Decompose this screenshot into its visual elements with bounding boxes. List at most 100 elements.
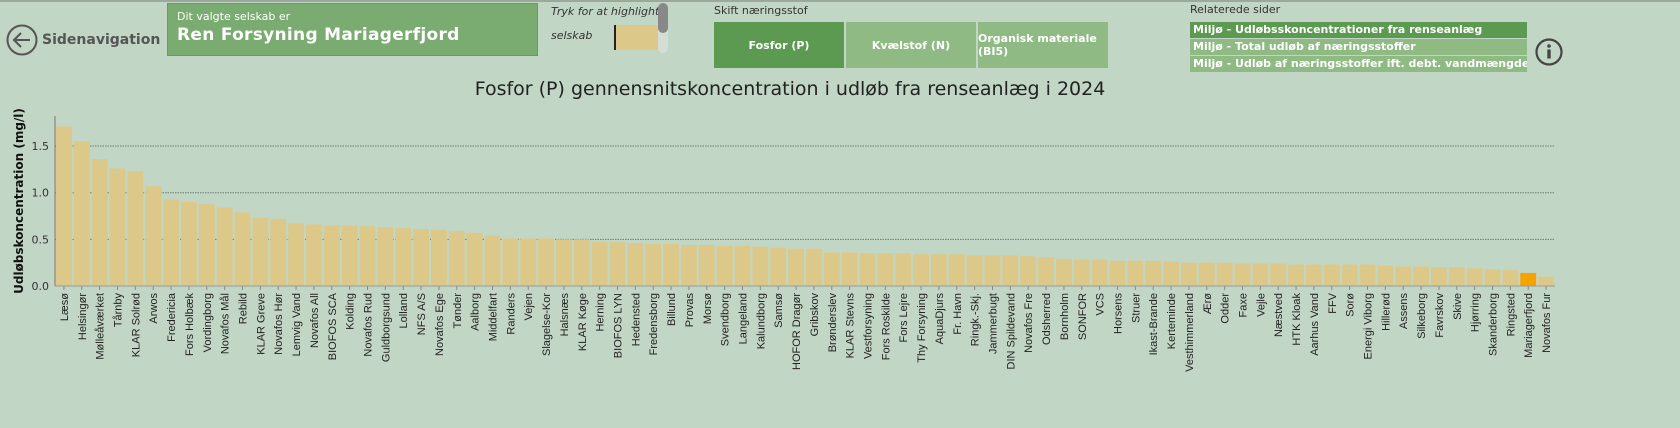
bar (645, 244, 662, 286)
bar (502, 238, 519, 286)
x-tick-label: Brønderslev (827, 293, 839, 353)
x-tick-label: KLAR Greve (255, 293, 267, 355)
bar (270, 218, 287, 286)
x-tick-label: Novafos All (309, 293, 321, 348)
bar (788, 248, 804, 286)
bar (520, 238, 537, 286)
bar (1163, 261, 1179, 286)
bar (1091, 259, 1108, 286)
info-circle-icon (1535, 38, 1563, 66)
x-tick-label: Odsherred (1041, 293, 1053, 345)
x-tick-label: Favrskov (1434, 293, 1446, 338)
info-button[interactable] (1535, 38, 1563, 70)
nutrient-button-fosfor[interactable]: Fosfor (P) (714, 22, 844, 68)
bar (1538, 276, 1554, 286)
x-tick-label: Bornholm (1059, 293, 1071, 340)
x-tick-label: Silkeborg (1416, 293, 1428, 339)
x-tick-label: Fr. Havn (952, 293, 964, 335)
bar (1252, 263, 1269, 286)
bar (395, 228, 412, 286)
nutrient-button-kvaelstof[interactable]: Kvælstof (N) (846, 22, 976, 68)
bar (1020, 256, 1037, 286)
bar (252, 217, 269, 286)
bar (1323, 264, 1340, 286)
bar (931, 254, 947, 286)
bar (1181, 262, 1197, 286)
bar (306, 224, 322, 286)
x-tick-label: Læsø (59, 293, 71, 321)
x-tick-label: Novafos Fre (1023, 293, 1035, 353)
bar (1484, 269, 1501, 286)
related-link-total-udlob[interactable]: Miljø - Total udløb af næringsstoffer (1190, 39, 1527, 55)
x-tick-label: Lolland (398, 293, 410, 328)
bar (109, 168, 126, 286)
x-tick-label: Slagelse-Kor (541, 293, 553, 356)
x-tick-label: Mariagerfjord (1523, 293, 1535, 358)
x-tick-label: Rebild (238, 293, 250, 324)
y-tick-label: 1.0 (32, 187, 50, 200)
bar (1234, 263, 1251, 286)
x-tick-label: Ærø (1202, 293, 1214, 315)
x-tick-label: SONFOR (1077, 293, 1089, 340)
bar (1127, 260, 1144, 286)
x-tick-label: Svendborg (720, 293, 732, 346)
x-tick-label: FFV (1327, 292, 1339, 313)
x-tick-label: Novafos Ege (434, 293, 446, 356)
scrollbar-thumb[interactable] (658, 3, 668, 33)
bar (1448, 267, 1465, 286)
scrollbar[interactable] (658, 3, 668, 53)
arrow-left-circle-icon (6, 24, 38, 56)
x-tick-label: Arwos (148, 293, 160, 324)
x-tick-label: Lemvig Vand (291, 293, 303, 356)
bar (127, 171, 144, 286)
x-tick-label: Mølleåværket (95, 293, 107, 360)
bar (1502, 270, 1519, 286)
highlight-label: Tryk for at highlighte (551, 5, 667, 18)
nutrient-switch-label: Skift næringsstof (714, 4, 808, 17)
bar (966, 255, 983, 286)
bar (359, 226, 376, 286)
highlight-toggle-swatch[interactable] (614, 25, 658, 50)
x-tick-label: Helsingør (77, 293, 89, 340)
bar (1198, 262, 1215, 286)
x-tick-label: Horsens (1113, 293, 1125, 334)
nutrient-button-organisk[interactable]: Organisk materiale (BI5) (978, 22, 1108, 68)
x-tick-label: Kerteminde (1166, 293, 1178, 349)
bar (948, 254, 965, 286)
related-pages-label: Relaterede sider (1190, 3, 1281, 16)
x-tick-label: Odder (1220, 293, 1232, 324)
x-tick-label: Vestforsyning (863, 293, 875, 359)
bar (1038, 257, 1054, 286)
related-link-udlobskoncentrationer[interactable]: Miljø - Udløbsskoncentrationer fra rense… (1190, 22, 1527, 38)
bar (431, 230, 447, 286)
bar (91, 159, 108, 286)
bar (913, 254, 929, 286)
bar (538, 238, 554, 286)
bar (627, 243, 644, 286)
bar (466, 232, 483, 286)
bar (1002, 255, 1019, 286)
bar (591, 242, 608, 286)
side-navigation-button[interactable]: Sidenavigation (6, 24, 160, 56)
x-tick-label: Novafos Fur (1541, 293, 1553, 353)
bar (1109, 260, 1126, 286)
x-tick-label: Gribskov (809, 293, 821, 337)
x-tick-label: Provas (684, 293, 696, 328)
x-tick-label: Sorø (1345, 293, 1357, 317)
bar (1431, 267, 1447, 286)
bar (1270, 263, 1287, 286)
y-tick-label: 0.5 (32, 233, 50, 246)
x-tick-label: Billund (666, 293, 678, 326)
bar (573, 239, 590, 286)
bar-chart: Udløbskoncentration (mg/l) 0.0 0.5 1.0 1.5 Læ… (12, 108, 1555, 372)
related-link-udlob-opland[interactable]: Miljø - Udløb af næringsstoffer ift. deb… (1190, 56, 1527, 72)
x-tick-label: Næstved (1273, 293, 1285, 337)
bar (895, 253, 912, 286)
x-tick-label: Thy Forsyning (916, 293, 928, 363)
x-tick-label: Halsnæs (559, 293, 571, 337)
bar (288, 223, 304, 286)
bar (1145, 260, 1162, 286)
y-axis-label: Udløbskoncentration (mg/l) (12, 108, 26, 294)
chart-title: Fosfor (P) gennensnitskoncentration i ud… (474, 78, 1106, 100)
bar (341, 225, 358, 286)
